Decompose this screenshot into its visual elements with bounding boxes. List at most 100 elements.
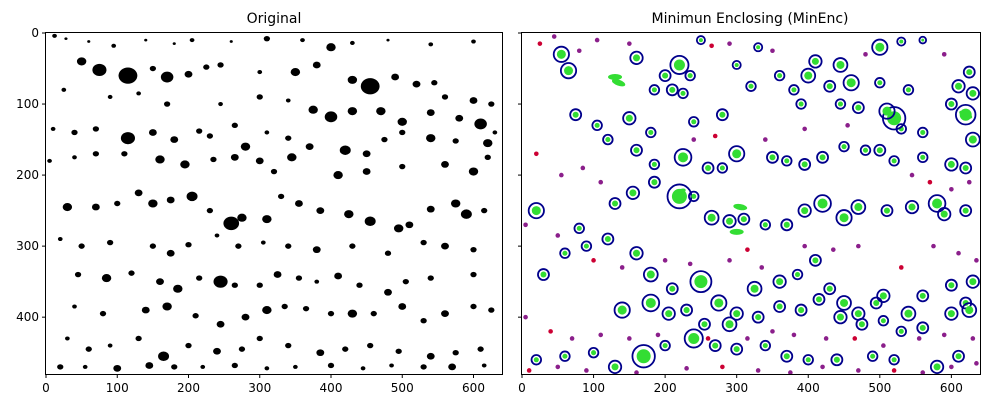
particle-blob xyxy=(262,306,272,315)
particle-blob xyxy=(257,70,263,75)
particle-fill xyxy=(583,243,589,249)
enclosing-circle xyxy=(683,328,704,349)
particle-blob xyxy=(295,275,303,281)
particle-blob xyxy=(217,62,224,68)
particle-blob xyxy=(189,38,195,43)
small-particle-dot xyxy=(619,265,625,270)
enclosing-circle xyxy=(896,36,907,47)
enclosing-circle xyxy=(808,54,823,69)
small-particle-dot xyxy=(881,343,886,348)
particle-fill xyxy=(798,307,805,314)
particle-blob xyxy=(50,126,56,131)
enclosing-circle xyxy=(602,133,614,146)
particle-blob xyxy=(290,68,301,77)
particle-blob xyxy=(162,302,172,311)
small-particle-dot xyxy=(759,265,765,270)
enclosing-circle xyxy=(665,282,679,296)
small-particle-dot xyxy=(763,137,768,142)
enclosing-circle xyxy=(737,212,751,226)
enclosing-circle xyxy=(927,194,947,213)
particle-fill xyxy=(812,257,819,264)
particle-blob xyxy=(107,94,113,99)
particle-blob xyxy=(216,320,225,328)
particle-fill xyxy=(625,114,633,122)
particle-blob xyxy=(327,310,335,317)
small-particle-dot xyxy=(526,368,532,373)
particle-fill xyxy=(591,350,597,356)
small-particle-dot xyxy=(727,41,732,46)
particle-blob xyxy=(324,111,338,123)
particle-blob xyxy=(455,114,464,122)
small-particle-dot xyxy=(594,37,600,43)
particle-blob xyxy=(256,335,263,342)
particle-fill xyxy=(839,213,849,223)
enclosing-circle xyxy=(695,35,706,46)
small-particle-dot xyxy=(684,366,689,371)
particle-blob xyxy=(389,363,394,368)
particle-blob xyxy=(229,40,233,43)
enclosing-circle xyxy=(869,296,883,310)
particle-blob xyxy=(481,363,487,368)
particle-blob xyxy=(428,42,434,47)
enclosing-circle xyxy=(608,197,622,210)
enclosing-circle xyxy=(959,204,973,217)
small-particle-dot xyxy=(856,368,861,373)
particle-fill xyxy=(707,213,716,222)
particle-fill xyxy=(798,101,804,107)
enclosing-circle xyxy=(871,38,889,56)
particle-fill xyxy=(662,343,668,349)
particle-blob xyxy=(78,243,85,249)
particle-blob xyxy=(113,364,122,372)
particle-blob xyxy=(231,122,238,129)
x-tick-label: 200 xyxy=(177,381,200,395)
small-particle-dot xyxy=(927,179,933,185)
particle-blob xyxy=(384,288,392,296)
particle-blob xyxy=(468,167,479,176)
enclosing-circle xyxy=(751,310,765,324)
particle-blob xyxy=(342,346,349,352)
particle-fill xyxy=(531,206,541,216)
enclosing-circle xyxy=(527,202,545,220)
particle-blob xyxy=(450,199,461,208)
particle-blob xyxy=(360,78,380,95)
particle-blob xyxy=(72,304,77,309)
particle-blob xyxy=(395,348,402,354)
small-particle-dot xyxy=(949,364,954,370)
enclosing-circle xyxy=(559,62,578,80)
particle-blob xyxy=(420,239,427,246)
particle-blob xyxy=(285,243,292,249)
particle-fill xyxy=(645,297,656,308)
particle-fill xyxy=(769,154,776,161)
particle-blob xyxy=(92,151,100,157)
enclosing-circle xyxy=(689,270,713,294)
left-plot-frame xyxy=(45,32,503,375)
particle-blob xyxy=(452,349,459,356)
small-particle-dot xyxy=(920,370,926,375)
particle-blob xyxy=(420,318,427,324)
particle-blob xyxy=(316,207,325,214)
particle-blob xyxy=(412,80,421,88)
particle-blob xyxy=(238,346,246,352)
x-tick-label: 600 xyxy=(462,381,485,395)
particle-fill xyxy=(783,221,790,228)
particle-fill xyxy=(817,198,828,209)
enclosing-circle xyxy=(753,42,764,53)
particle-fill xyxy=(965,306,974,315)
particle-blob xyxy=(492,130,498,135)
particle-fill xyxy=(732,149,742,159)
particle-blob xyxy=(360,366,366,371)
particle-blob xyxy=(326,43,336,52)
small-particle-dot xyxy=(820,364,825,370)
particle-fill xyxy=(947,310,955,318)
particle-blob xyxy=(76,57,87,66)
particle-fill xyxy=(673,59,685,71)
particle-blob xyxy=(448,363,457,371)
enclosing-circle xyxy=(587,347,600,359)
small-particle-dot xyxy=(856,243,861,249)
enclosing-circle xyxy=(944,278,958,292)
small-particle-dot xyxy=(548,329,553,334)
small-particle-dot xyxy=(627,336,632,341)
particle-blob xyxy=(393,224,404,233)
particle-fill xyxy=(776,278,784,286)
enclosing-circle xyxy=(701,161,715,175)
